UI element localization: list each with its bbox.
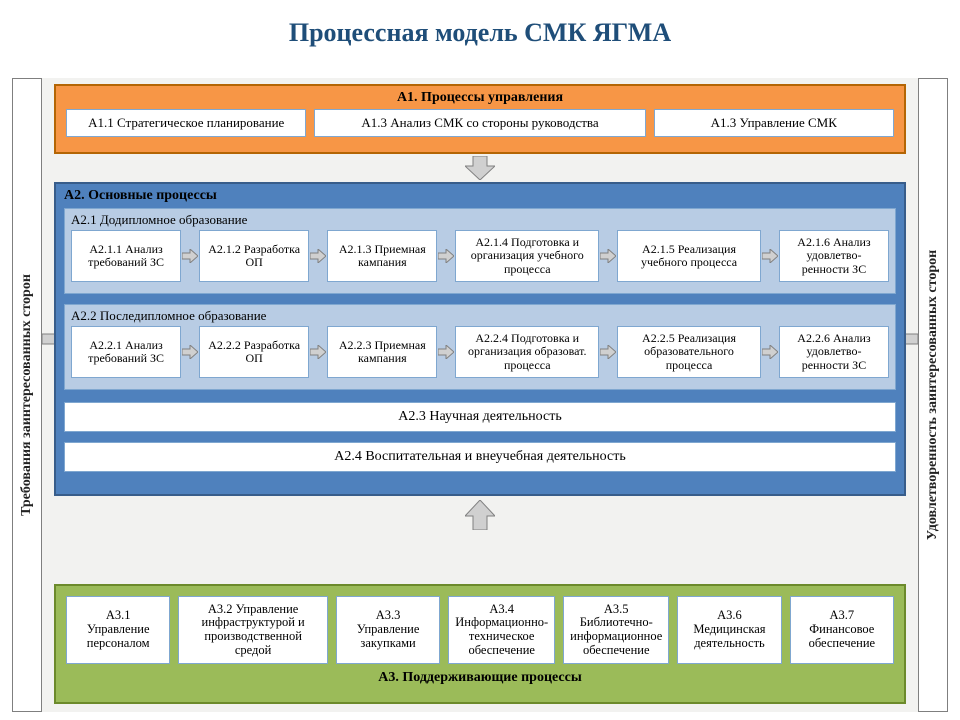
a22-title: А2.2 Последипломное образование	[65, 305, 895, 326]
a3-item: А3.1 Управление персоналом	[66, 596, 170, 664]
a3-item: А3.5 Библиотечно-информационное обеспече…	[563, 596, 669, 664]
right-sidebar: Удовлетворенность заинтересованных сторо…	[918, 78, 948, 712]
a22-step: А2.2.1 Анализ требований ЗС	[71, 326, 181, 378]
chain-arrow-icon	[599, 230, 617, 282]
chain-arrow-icon	[761, 230, 779, 282]
a21-step: А2.1.4 Подготовка и организация учебного…	[455, 230, 599, 282]
a3-item: А3.4 Информационно-техническое обеспечен…	[448, 596, 555, 664]
a21-block: А2.1 Додипломное образование А2.1.1 Анал…	[64, 208, 896, 294]
a1-title: А1. Процессы управления	[56, 86, 904, 109]
a1-item: А1.3 Анализ СМК со стороны руководства	[314, 109, 645, 137]
a22-step: А2.2.6 Анализ удовлетво­ренности ЗС	[779, 326, 889, 378]
a22-step: А2.2.4 Подготовка и организация образова…	[455, 326, 599, 378]
chain-arrow-icon	[181, 326, 199, 378]
a24-box: А2.4 Воспитательная и внеучебная деятель…	[64, 442, 896, 472]
chain-arrow-icon	[437, 230, 455, 282]
a3-item: А3.6 Медицинская деятельность	[677, 596, 781, 664]
a21-step: А2.1.3 Приемная кампания	[327, 230, 437, 282]
arrow-up-icon	[465, 500, 495, 535]
a22-chain: А2.2.1 Анализ требований ЗС А2.2.2 Разра…	[65, 326, 895, 384]
left-sidebar-label: Требования заинтересованных сторон	[19, 274, 35, 516]
a3-block: А3.1 Управление персоналом А3.2 Управлен…	[54, 584, 906, 704]
chain-arrow-icon	[181, 230, 199, 282]
a22-step: А2.2.2 Разработка ОП	[199, 326, 309, 378]
a3-item: А3.2 Управление инфраструктурой и произв…	[178, 596, 328, 664]
a1-row: А1.1 Стратегическое планирование А1.3 Ан…	[56, 109, 904, 145]
page-title: Процессная модель СМК ЯГМА	[0, 0, 960, 60]
a21-step: А2.1.6 Анализ удовлетво­ренности ЗС	[779, 230, 889, 282]
a22-block: А2.2 Последипломное образование А2.2.1 А…	[64, 304, 896, 390]
a22-step: А2.2.3 Приемная кампания	[327, 326, 437, 378]
chain-arrow-icon	[309, 326, 327, 378]
a3-row: А3.1 Управление персоналом А3.2 Управлен…	[56, 586, 904, 668]
a21-step: А2.1.2 Разработка ОП	[199, 230, 309, 282]
chain-arrow-icon	[599, 326, 617, 378]
chain-arrow-icon	[761, 326, 779, 378]
diagram-canvas: Требования заинтересованных сторон Удовл…	[12, 78, 948, 712]
chain-arrow-icon	[437, 326, 455, 378]
main-region: А1. Процессы управления А1.1 Стратегичес…	[46, 78, 914, 712]
a1-block: А1. Процессы управления А1.1 Стратегичес…	[54, 84, 906, 154]
left-sidebar: Требования заинтересованных сторон	[12, 78, 42, 712]
a2-title: А2. Основные процессы	[64, 188, 217, 204]
a21-chain: А2.1.1 Анализ требований ЗС А2.1.2 Разра…	[65, 230, 895, 288]
chain-arrow-icon	[309, 230, 327, 282]
a3-item: А3.3 Управление закупками	[336, 596, 440, 664]
a21-step: А2.1.1 Анализ требований ЗС	[71, 230, 181, 282]
a1-item: А1.3 Управление СМК	[654, 109, 894, 137]
a22-step: А2.2.5 Реализация образовательного проце…	[617, 326, 761, 378]
arrow-down-icon	[465, 156, 495, 185]
a21-step: А2.1.5 Реализация учебного процесса	[617, 230, 761, 282]
a23-box: А2.3 Научная деятельность	[64, 402, 896, 432]
a3-title: А3. Поддерживающие процессы	[56, 668, 904, 692]
a1-item: А1.1 Стратегическое планирование	[66, 109, 306, 137]
a2-block: А2. Основные процессы А2.1 Додипломное о…	[54, 182, 906, 496]
a3-item: А3.7 Финансовое обеспечение	[790, 596, 894, 664]
a21-title: А2.1 Додипломное образование	[65, 209, 895, 230]
right-sidebar-label: Удовлетворенность заинтересованных сторо…	[925, 250, 941, 540]
